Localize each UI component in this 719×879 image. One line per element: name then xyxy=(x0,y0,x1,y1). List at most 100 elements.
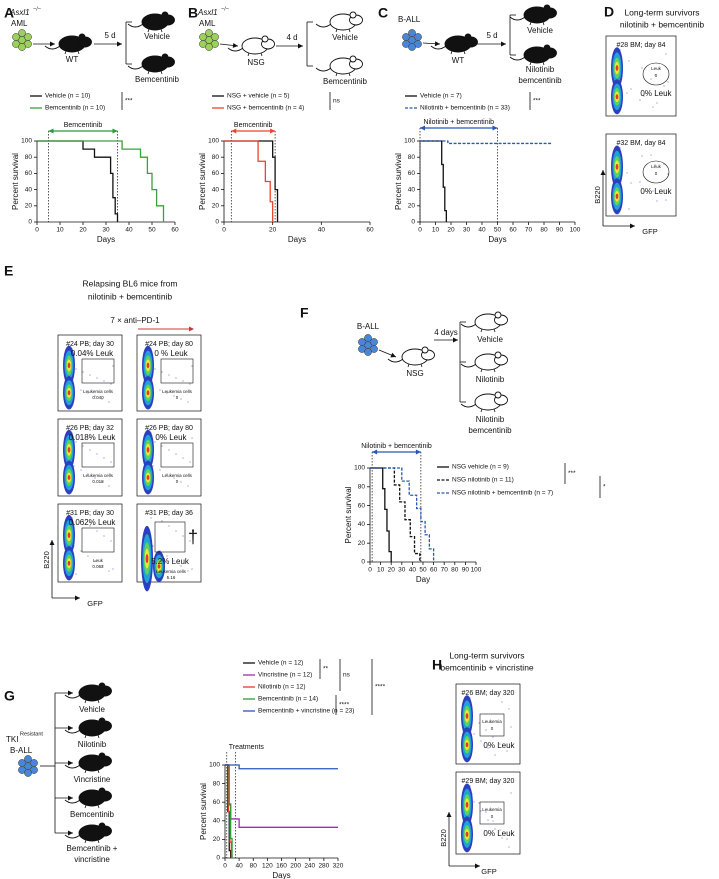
y-tick-label: 60 xyxy=(408,170,416,177)
leukemia-percent: 0% Leuk xyxy=(640,187,672,196)
cell-population xyxy=(67,362,71,369)
event xyxy=(626,172,628,174)
cell-population xyxy=(615,193,619,199)
x-tick-label: 100 xyxy=(471,567,482,574)
diagram-label: Vehicle xyxy=(79,705,105,714)
event xyxy=(89,374,91,376)
arrow-head xyxy=(630,223,635,229)
mouse-tail xyxy=(387,358,404,363)
x-tick-label: 20 xyxy=(269,227,277,234)
mouse-leg xyxy=(77,50,80,55)
event xyxy=(480,740,482,742)
y-tick-label: 100 xyxy=(209,762,220,769)
legend-label: NSG nilotinib (n = 11) xyxy=(452,477,514,484)
event xyxy=(152,465,154,467)
y-tick-label: 40 xyxy=(213,818,221,825)
plot-title: #31 PB; day 30 xyxy=(66,510,114,517)
event xyxy=(89,525,91,527)
diagram-label: Bemcentinib xyxy=(323,77,368,86)
diagram-label: WT xyxy=(66,55,79,64)
event xyxy=(80,389,82,391)
mouse-tail xyxy=(227,47,244,52)
gate-label: 0.062 xyxy=(92,564,104,569)
event xyxy=(187,401,189,403)
diagram-label: 5 d xyxy=(486,31,497,40)
x-tick-label: 30 xyxy=(398,567,406,574)
mouse-leg xyxy=(335,28,338,33)
event xyxy=(506,750,508,752)
arrow-head xyxy=(68,795,73,801)
event xyxy=(189,461,191,463)
event xyxy=(501,837,503,839)
diagram-label: Vehicle xyxy=(144,32,170,41)
x-axis-title: Days xyxy=(288,235,306,244)
event xyxy=(626,92,628,94)
event xyxy=(652,190,654,192)
x-tick-label: 90 xyxy=(556,227,564,234)
mouse-ear xyxy=(98,682,106,690)
mouse-leg xyxy=(147,70,150,75)
survival-curve xyxy=(224,140,279,222)
event xyxy=(75,573,77,575)
mouse-leg xyxy=(260,52,263,57)
leukemia-percent: 0.062% Leuk xyxy=(69,518,117,527)
mouse-ear xyxy=(349,11,357,19)
cell-population xyxy=(615,65,619,71)
gate-label: Leukemia cells xyxy=(83,389,114,394)
arrow-head xyxy=(501,41,506,47)
event xyxy=(485,729,487,731)
survival-curve xyxy=(37,140,119,222)
x-tick-label: 0 xyxy=(35,227,39,234)
event xyxy=(665,53,667,55)
gate xyxy=(642,62,670,86)
panel-label: G xyxy=(4,688,15,704)
gate-label: 0 xyxy=(655,73,658,78)
x-tick-label: 90 xyxy=(462,567,470,574)
event xyxy=(180,481,182,483)
event xyxy=(101,565,103,567)
plot-title: #32 BM, day 84 xyxy=(616,140,665,147)
significance: * xyxy=(603,484,606,491)
cell xyxy=(18,43,26,51)
x-tick-label: 40 xyxy=(478,227,486,234)
event xyxy=(628,60,630,62)
gate-label: Leukemia cells xyxy=(83,473,114,478)
arrow-head xyxy=(117,41,122,47)
event xyxy=(487,819,489,821)
arrow-head xyxy=(600,170,606,175)
cell-population xyxy=(465,742,469,748)
event xyxy=(663,85,665,87)
mouse-tail xyxy=(64,694,81,699)
y-tick-label: 0 xyxy=(215,219,219,226)
y-tick-label: 20 xyxy=(212,203,220,210)
cell-population xyxy=(157,564,161,569)
cell-population xyxy=(465,801,469,808)
event xyxy=(166,392,168,394)
x-tick-label: 240 xyxy=(304,863,315,870)
gate-label: Leukemia xyxy=(482,719,502,724)
mouse-leg xyxy=(97,839,100,844)
event xyxy=(175,530,177,532)
survival-curve xyxy=(225,764,338,770)
mouse-leg xyxy=(493,328,496,333)
mouse-leg xyxy=(160,28,163,33)
mouse-leg xyxy=(97,699,100,704)
x-axis-title: Days xyxy=(97,235,115,244)
x-tick-label: 40 xyxy=(409,567,417,574)
event xyxy=(108,570,110,572)
significance: *** xyxy=(533,98,541,105)
x-tick-label: 120 xyxy=(262,863,273,870)
panel-title: Relapsing BL6 mice from xyxy=(83,278,178,288)
gate-label: 0 xyxy=(176,479,179,484)
event xyxy=(150,517,152,519)
survival-curve xyxy=(420,140,552,145)
event xyxy=(101,481,103,483)
cell xyxy=(18,29,26,37)
x-tick-label: 40 xyxy=(236,863,244,870)
event xyxy=(82,445,84,447)
y-tick-label: 20 xyxy=(213,836,221,843)
event xyxy=(478,722,480,724)
gate-label: 0 xyxy=(655,171,658,176)
leukemia-percent: 0 % Leuk xyxy=(154,349,188,358)
arrow-head xyxy=(232,42,238,48)
